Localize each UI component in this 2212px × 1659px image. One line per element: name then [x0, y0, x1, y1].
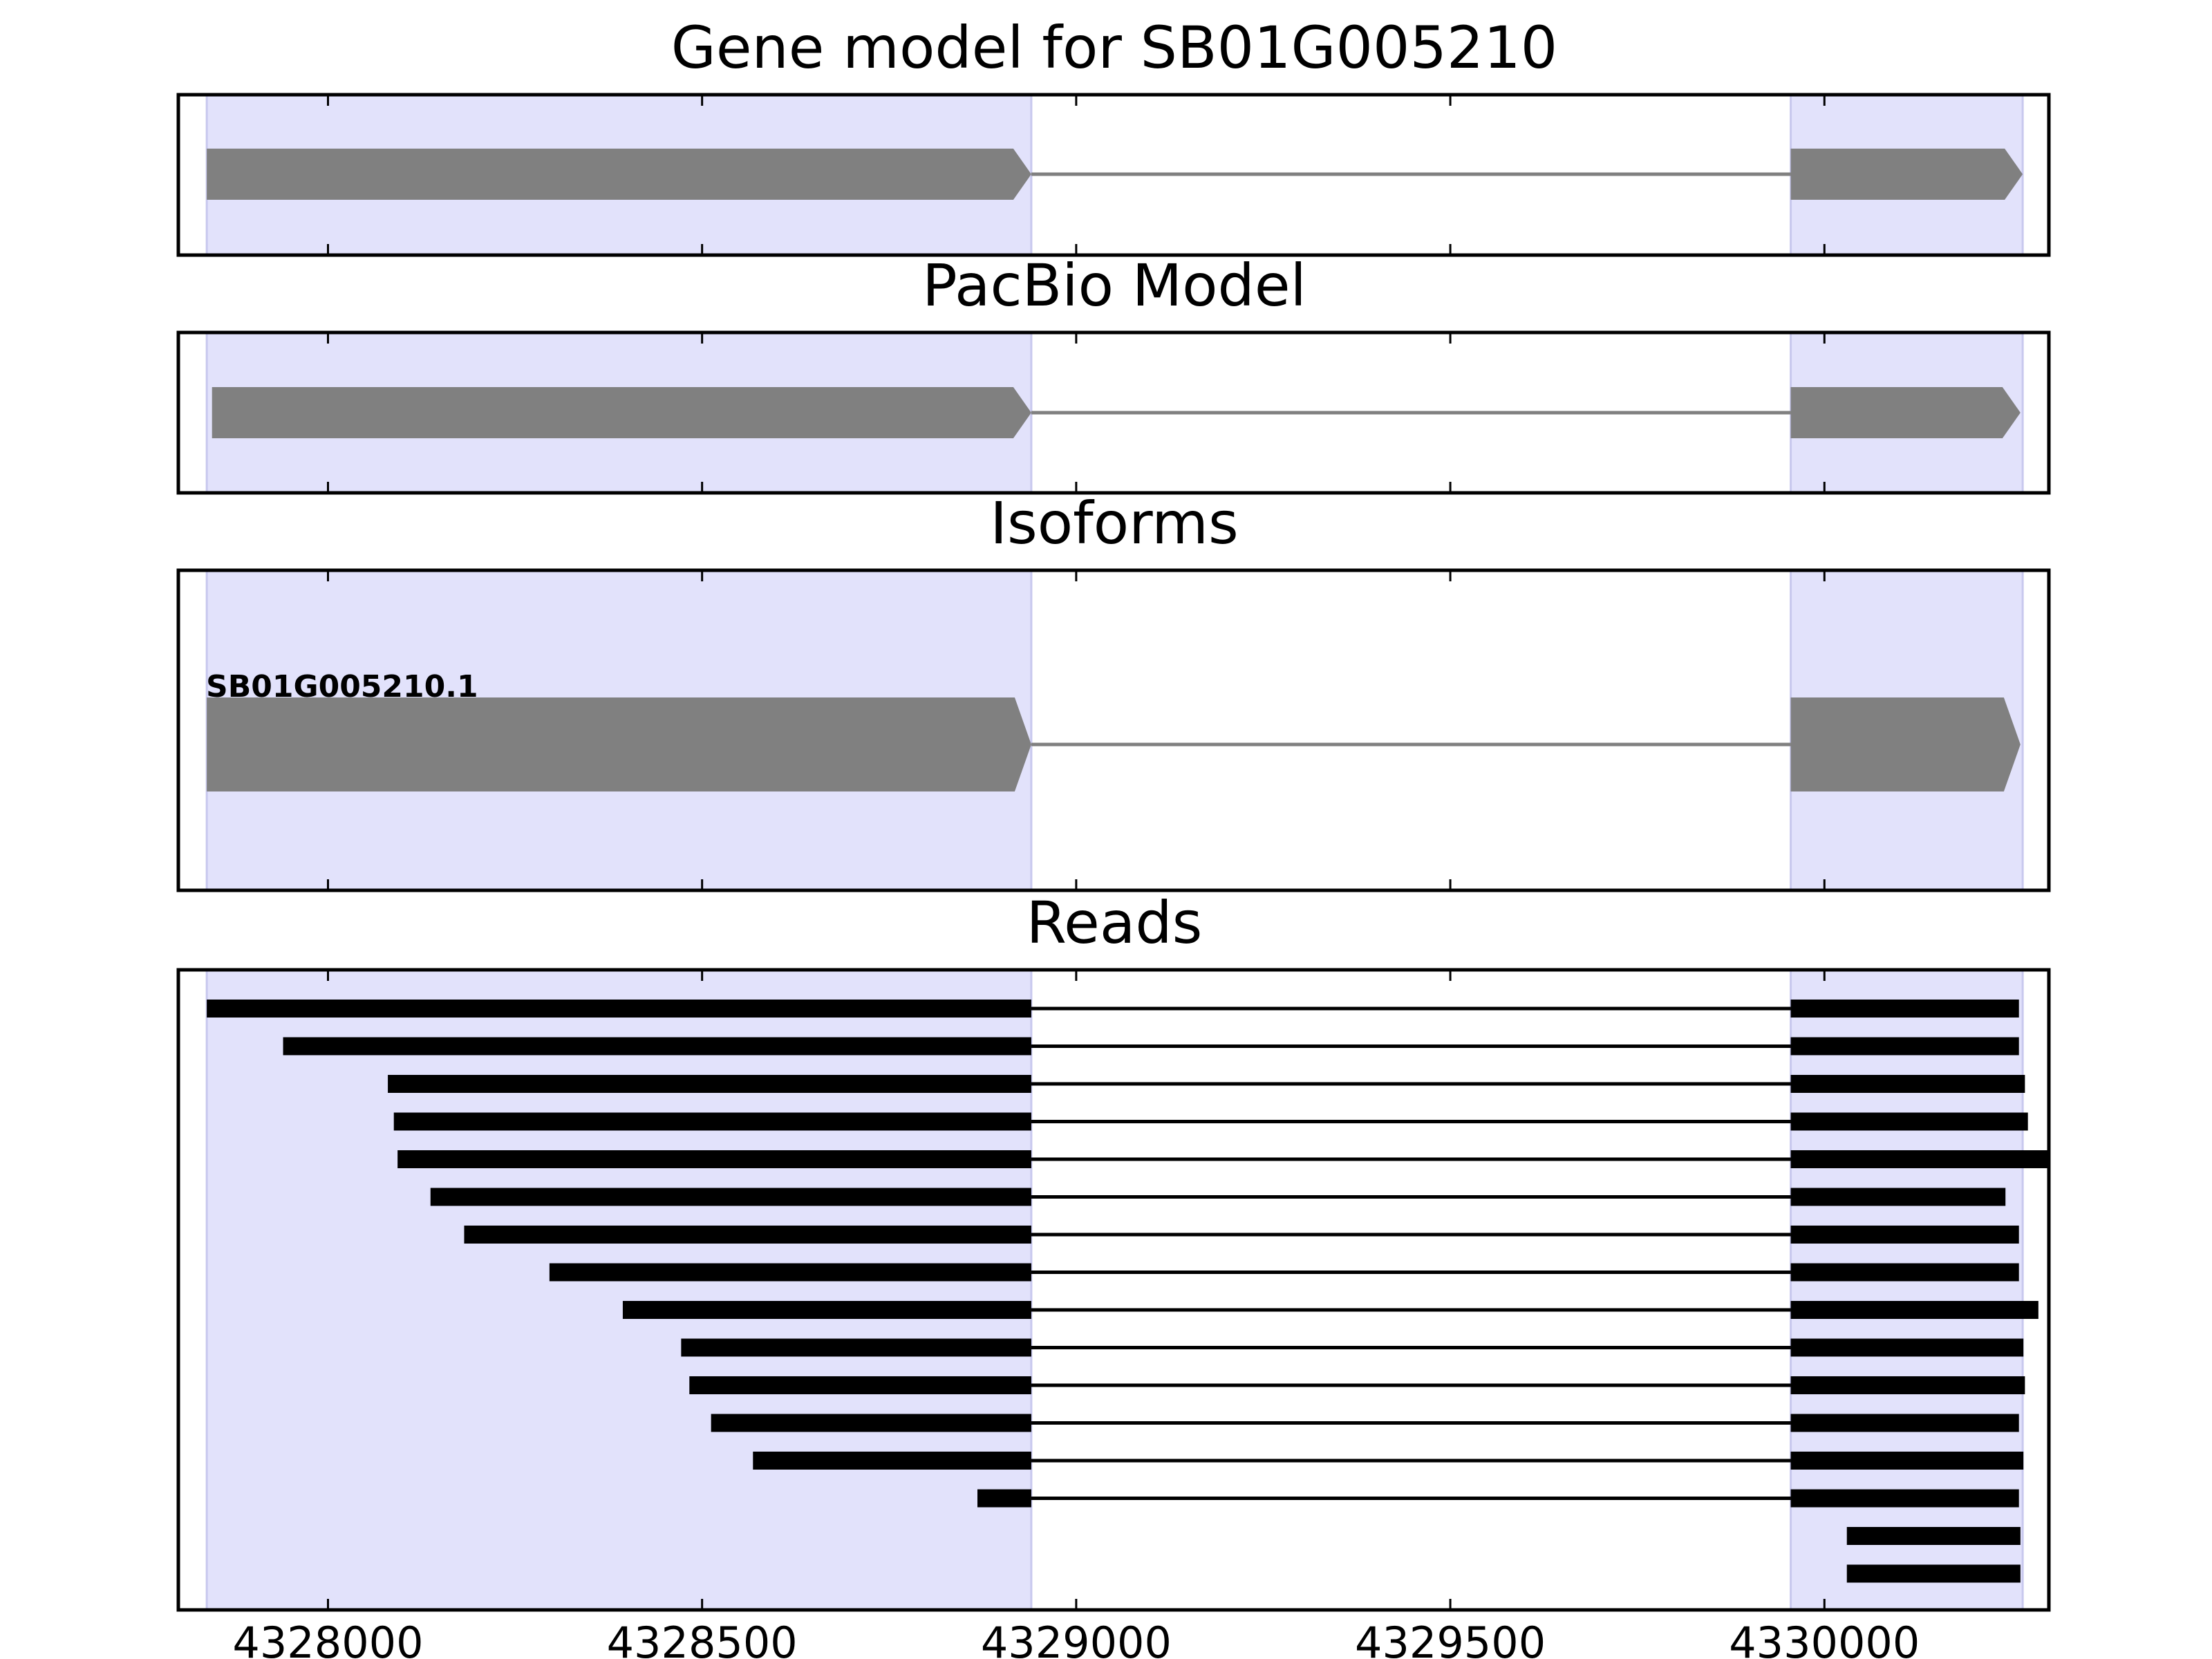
read-exon-block — [1790, 1075, 2025, 1093]
x-tick-label: 4328000 — [232, 1618, 423, 1659]
isoforms-frame — [176, 568, 2051, 892]
read-exon-block — [1790, 1338, 2024, 1357]
read-exon-block — [1790, 1414, 2019, 1432]
exon-arrow — [1790, 697, 2021, 791]
read-exon-block — [430, 1188, 1031, 1206]
exon-shading-band — [1790, 968, 2024, 1611]
read-exon-block — [1790, 1376, 2025, 1394]
read-exon-block — [1790, 1263, 2019, 1282]
read-exon-block — [689, 1376, 1031, 1394]
read-exon-block — [1846, 1527, 2021, 1545]
gene-model-title: Gene model for SB01G005210 — [671, 14, 1557, 82]
read-exon-block — [1790, 1489, 2019, 1508]
isoforms-title: Isoforms — [990, 489, 1239, 557]
pacbio-model-panel: PacBio Model — [176, 252, 2051, 495]
read-exon-block — [1790, 1150, 2049, 1168]
read-exon-block — [1790, 1112, 2028, 1131]
read-exon-block — [1790, 1000, 2019, 1018]
isoforms-panel: Isoforms SB01G005210.1 — [176, 489, 2051, 892]
gene-model-frame — [176, 93, 2051, 257]
exon-arrow — [1790, 387, 2021, 438]
gene-model-panel: Gene model for SB01G005210 — [176, 14, 2051, 257]
read-exon-block — [464, 1226, 1031, 1244]
read-exon-block — [549, 1263, 1031, 1282]
x-tick-label: 4329000 — [981, 1618, 1172, 1659]
read-exon-block — [397, 1150, 1031, 1168]
read-exon-block — [977, 1489, 1031, 1508]
read-exon-block — [1790, 1037, 2019, 1056]
read-exon-block — [393, 1112, 1031, 1131]
reads-panel: Reads 4328000 4328500 4329000 4329500 433000… — [176, 889, 2051, 1659]
read-exon-block — [1790, 1452, 2024, 1470]
exon-arrow — [1790, 149, 2023, 200]
read-exon-block — [753, 1452, 1031, 1470]
read-exon-block — [622, 1301, 1031, 1319]
read-exon-block — [1790, 1188, 2006, 1206]
reads-title: Reads — [1027, 889, 1203, 957]
read-exon-block — [1846, 1564, 2021, 1583]
pacbio-model-title: PacBio Model — [922, 252, 1306, 319]
read-exon-block — [1790, 1226, 2019, 1244]
read-exon-block — [283, 1037, 1031, 1056]
x-tick-label: 4330000 — [1729, 1618, 1920, 1659]
exon-shading-band — [205, 968, 1033, 1611]
read-exon-block — [388, 1075, 1031, 1093]
read-exon-block — [711, 1414, 1031, 1432]
exon-arrow — [207, 149, 1031, 200]
x-tick-label: 4328500 — [607, 1618, 798, 1659]
x-tick-label: 4329500 — [1355, 1618, 1546, 1659]
read-exon-block — [681, 1338, 1031, 1357]
exon-arrow — [207, 697, 1031, 791]
pacbio-model-frame — [176, 330, 2051, 495]
isoform-label: SB01G005210.1 — [206, 669, 478, 704]
read-exon-block — [207, 1000, 1031, 1018]
reads-frame — [176, 968, 2051, 1612]
exon-arrow — [212, 387, 1031, 438]
read-exon-block — [1790, 1301, 2038, 1319]
